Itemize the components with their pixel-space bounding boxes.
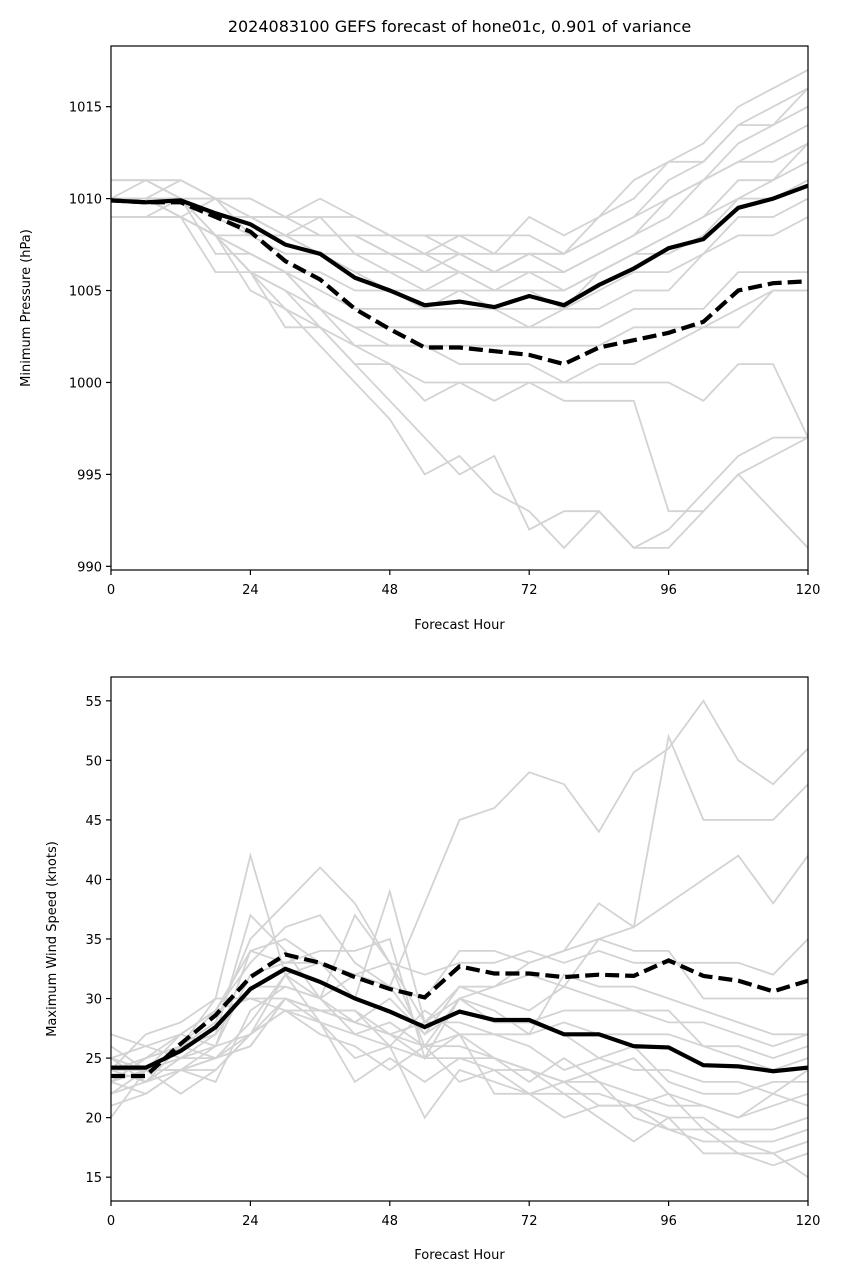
- pressure-y-tick-label: 1015: [69, 101, 102, 116]
- wind-member-line-9: [110, 997, 809, 1071]
- pressure-axes-frame: [110, 45, 809, 571]
- wind-x-tick-label: 0: [107, 1214, 115, 1229]
- wind-x-tick-label: 72: [521, 1214, 538, 1229]
- pressure-ticks: 0 24 48 72 96 120 990 995 1000 1005 1010 1015: [69, 101, 821, 598]
- wind-y-tick-label: 30: [85, 993, 102, 1008]
- pressure-y-tick-label: 1005: [69, 285, 102, 300]
- wind-plot-area: [110, 699, 809, 1178]
- wind-member-line-15: [110, 1009, 809, 1143]
- wind-y-tick-label: 50: [85, 754, 102, 769]
- pressure-x-tick-label: 96: [660, 583, 677, 598]
- wind-y-tick-label: 40: [85, 873, 102, 888]
- pressure-member-line-12: [111, 216, 808, 329]
- wind-member-line-17: [110, 973, 809, 1167]
- pressure-x-tick-label: 120: [796, 583, 821, 598]
- wind-x-tick-label: 120: [796, 1214, 821, 1229]
- wind-x-tick-label: 96: [660, 1214, 677, 1229]
- pressure-member-line-18: [111, 197, 809, 550]
- pressure-plot-area: [110, 69, 809, 550]
- pressure-y-tick-label: 995: [77, 468, 102, 483]
- wind-member-line-16: [110, 1009, 809, 1155]
- wind-y-tick-label: 55: [85, 695, 102, 710]
- pressure-member-line-17: [111, 197, 808, 550]
- pressure-member-line-14: [111, 197, 808, 384]
- pressure-y-tick-label: 1010: [69, 193, 102, 208]
- wind-panel: 0 24 48 72 96 120 15 20 25 30 35 40 45 50 55 Forecast …: [45, 676, 820, 1263]
- wind-y-tick-label: 25: [85, 1052, 102, 1067]
- pressure-y-tick-label: 1000: [69, 376, 102, 391]
- pressure-x-tick-label: 0: [107, 583, 115, 598]
- wind-solid-line: [111, 966, 809, 1074]
- pressure-y-tick-label: 990: [77, 560, 102, 575]
- wind-member-line-8: [110, 973, 809, 1060]
- pressure-solid-line: [110, 183, 809, 310]
- wind-ticks: 0 24 48 72 96 120 15 20 25 30 35 40 45 50 55: [85, 695, 820, 1229]
- pressure-panel: 2024083100 GEFS forecast of hone01c, 0.9…: [19, 17, 820, 633]
- wind-x-axis-label: Forecast Hour: [414, 1248, 505, 1263]
- pressure-y-axis-label: Minimum Pressure (hPa): [19, 229, 34, 387]
- pressure-x-tick-label: 72: [521, 583, 538, 598]
- wind-x-tick-label: 24: [242, 1214, 259, 1229]
- wind-y-tick-label: 35: [85, 933, 102, 948]
- wind-x-tick-label: 48: [382, 1214, 399, 1229]
- pressure-member-line-3: [111, 87, 809, 255]
- pressure-x-tick-label: 24: [242, 583, 259, 598]
- pressure-x-axis-label: Forecast Hour: [414, 618, 505, 633]
- wind-y-tick-label: 45: [85, 814, 102, 829]
- wind-member-line-7: [110, 961, 809, 1071]
- wind-member-line-1: [111, 699, 809, 1071]
- wind-dashed-line: [111, 952, 809, 1079]
- wind-y-tick-label: 20: [85, 1112, 102, 1127]
- chart-title: 2024083100 GEFS forecast of hone01c, 0.9…: [228, 17, 691, 36]
- wind-member-line-18: [110, 997, 809, 1178]
- wind-y-tick-label: 15: [85, 1171, 102, 1186]
- pressure-x-tick-label: 48: [382, 583, 399, 598]
- pressure-dashed-line: [110, 198, 809, 367]
- wind-y-axis-label: Maximum Wind Speed (knots): [45, 841, 60, 1037]
